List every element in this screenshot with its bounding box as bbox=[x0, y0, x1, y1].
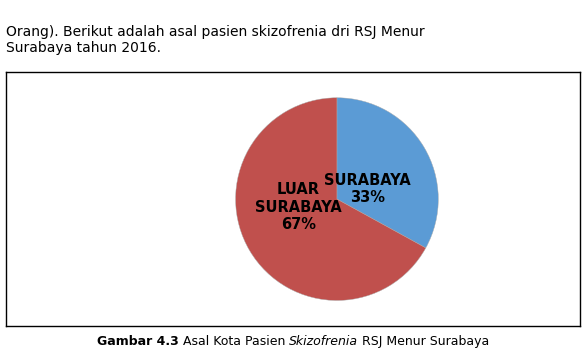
Text: LUAR
SURABAYA
67%: LUAR SURABAYA 67% bbox=[255, 182, 342, 232]
Text: SURABAYA
33%: SURABAYA 33% bbox=[324, 173, 411, 205]
Text: RSJ Menur Surabaya: RSJ Menur Surabaya bbox=[358, 334, 489, 348]
Wedge shape bbox=[337, 98, 438, 248]
Text: Gambar 4.3: Gambar 4.3 bbox=[97, 334, 179, 348]
Text: Orang). Berikut adalah asal pasien skizofrenia dri RSJ Menur
Surabaya tahun 2016: Orang). Berikut adalah asal pasien skizo… bbox=[6, 25, 424, 55]
Text: Asal Kota Pasien: Asal Kota Pasien bbox=[179, 334, 289, 348]
Wedge shape bbox=[236, 98, 426, 300]
Text: Skizofrenia: Skizofrenia bbox=[289, 334, 358, 348]
